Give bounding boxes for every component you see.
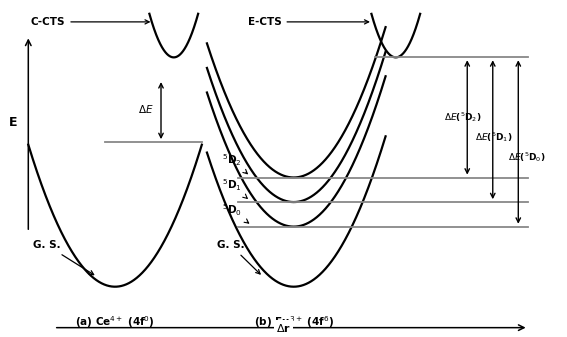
Text: $^5$D$_2$: $^5$D$_2$: [222, 152, 247, 174]
Text: $\Delta E$: $\Delta E$: [138, 103, 154, 115]
Text: $^5$D$_0$: $^5$D$_0$: [222, 203, 249, 223]
Text: E: E: [9, 116, 17, 129]
Text: C-CTS: C-CTS: [31, 17, 149, 27]
Text: (b) Eu$^{3+}$ (4f$^6$): (b) Eu$^{3+}$ (4f$^6$): [254, 314, 333, 330]
Text: $\Delta E$($^5$D$_0$): $\Delta E$($^5$D$_0$): [508, 150, 545, 164]
Text: $\Delta E$($^5$D$_1$): $\Delta E$($^5$D$_1$): [475, 130, 513, 144]
Text: (a) Ce$^{4+}$ (4f$^0$): (a) Ce$^{4+}$ (4f$^0$): [75, 314, 155, 330]
Text: E-CTS: E-CTS: [248, 17, 369, 27]
Text: G. S.: G. S.: [33, 241, 94, 275]
Text: G. S.: G. S.: [217, 241, 260, 274]
Text: $\Delta$r: $\Delta$r: [276, 321, 291, 334]
Text: $\Delta E$($^5$D$_2$): $\Delta E$($^5$D$_2$): [445, 111, 482, 124]
Text: $^5$D$_1$: $^5$D$_1$: [222, 178, 247, 198]
